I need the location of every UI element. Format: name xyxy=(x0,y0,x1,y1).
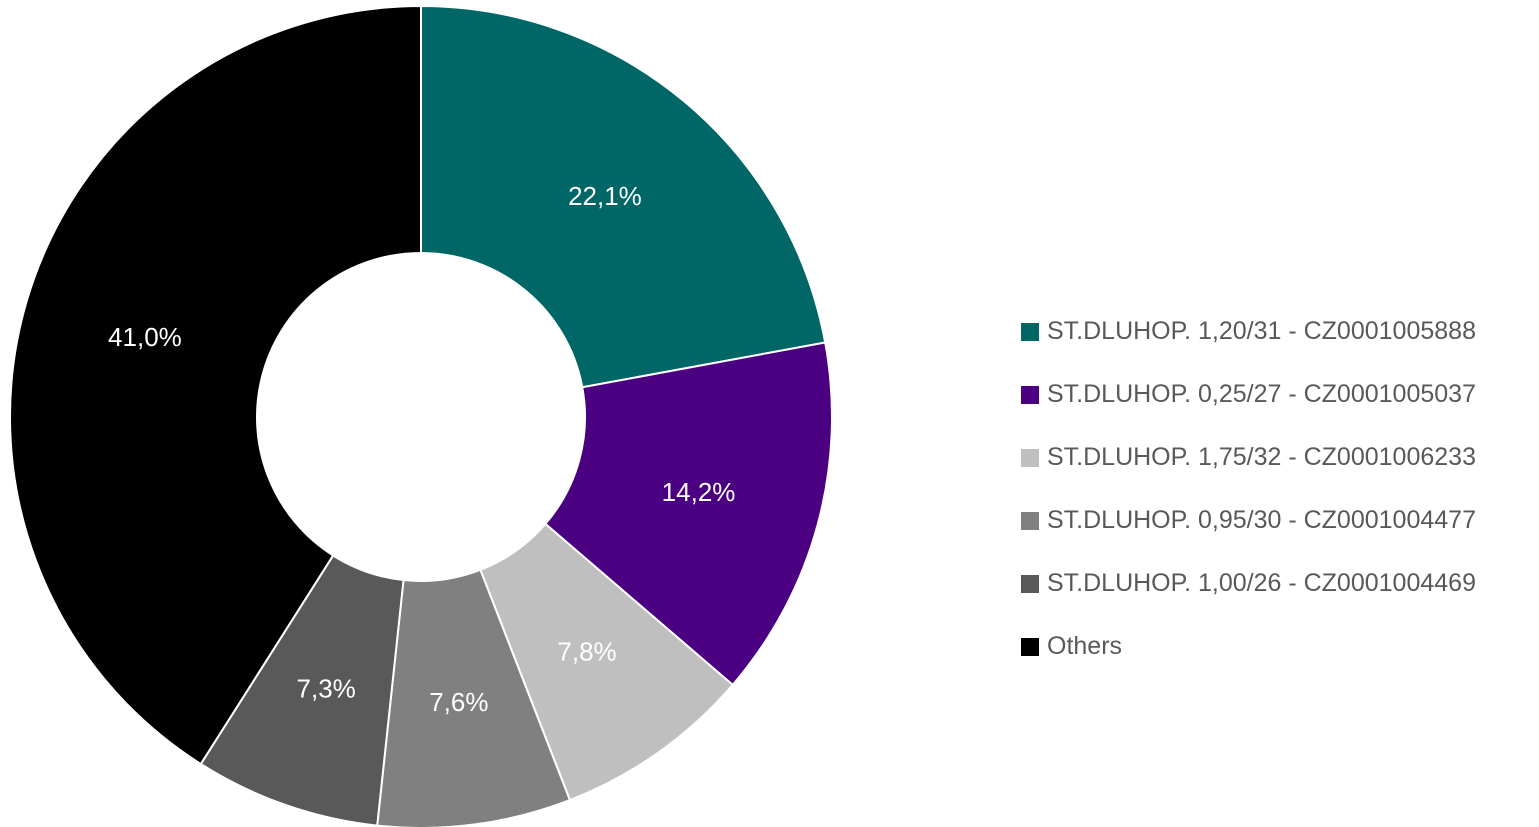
legend-swatch-1 xyxy=(1021,322,1039,341)
legend-label-2: ST.DLUHOP. 0,25/27 - CZ0001005037 xyxy=(1047,380,1476,408)
slice-label-4: 7,6% xyxy=(429,687,488,717)
legend-label-4: ST.DLUHOP. 0,95/30 - CZ0001004477 xyxy=(1047,506,1476,534)
slice-label-6: 41,0% xyxy=(108,322,182,352)
legend: ST.DLUHOP. 1,20/31 - CZ0001005888 ST.DLUH… xyxy=(1021,300,1536,678)
slice-label-3: 7,8% xyxy=(557,637,616,667)
legend-item-6: Others xyxy=(1021,615,1536,678)
legend-label-6: Others xyxy=(1047,632,1123,660)
legend-swatch-2 xyxy=(1021,385,1039,404)
legend-label-1: ST.DLUHOP. 1,20/31 - CZ0001005888 xyxy=(1047,317,1476,345)
legend-swatch-3 xyxy=(1021,448,1039,467)
slice-labels-group: 22,1% 14,2% 7,8% 7,6% 7,3% 41,0% xyxy=(108,181,735,717)
slices-group xyxy=(9,4,833,827)
legend-swatch-4 xyxy=(1021,511,1039,530)
slice-6 xyxy=(9,4,422,766)
legend-item-1: ST.DLUHOP. 1,20/31 - CZ0001005888 xyxy=(1021,300,1536,363)
slice-1 xyxy=(420,4,827,389)
legend-item-5: ST.DLUHOP. 1,00/26 - CZ0001004469 xyxy=(1021,552,1536,615)
legend-item-3: ST.DLUHOP. 1,75/32 - CZ0001006233 xyxy=(1021,426,1536,489)
slice-label-2: 14,2% xyxy=(662,477,736,507)
legend-label-3: ST.DLUHOP. 1,75/32 - CZ0001006233 xyxy=(1047,443,1476,471)
slice-label-5: 7,3% xyxy=(297,673,356,703)
slice-2 xyxy=(543,341,833,687)
slice-label-1: 22,1% xyxy=(568,181,642,211)
legend-swatch-5 xyxy=(1021,574,1039,593)
legend-label-5: ST.DLUHOP. 1,00/26 - CZ0001004469 xyxy=(1047,569,1476,597)
legend-swatch-6 xyxy=(1021,637,1039,656)
legend-item-4: ST.DLUHOP. 0,95/30 - CZ0001004477 xyxy=(1021,489,1536,552)
legend-item-2: ST.DLUHOP. 0,25/27 - CZ0001005037 xyxy=(1021,363,1536,426)
